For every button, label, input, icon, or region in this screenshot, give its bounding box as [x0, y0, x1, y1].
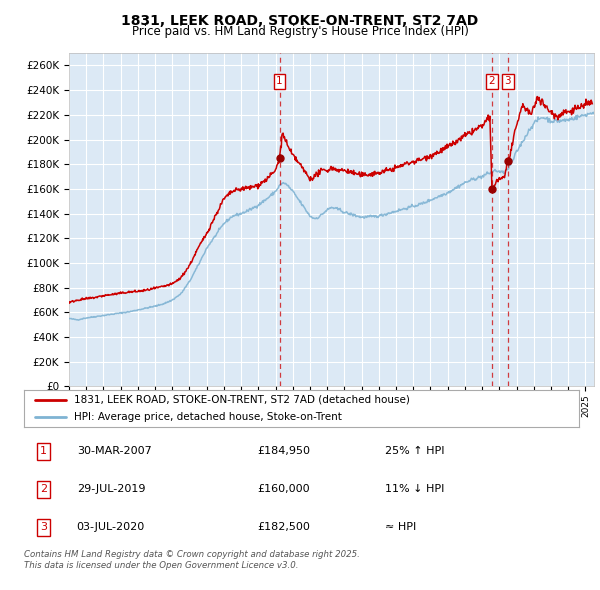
Text: 25% ↑ HPI: 25% ↑ HPI — [385, 447, 444, 457]
Text: 30-MAR-2007: 30-MAR-2007 — [77, 447, 151, 457]
Text: 3: 3 — [40, 522, 47, 532]
Text: 2: 2 — [488, 77, 495, 86]
Text: HPI: Average price, detached house, Stoke-on-Trent: HPI: Average price, detached house, Stok… — [74, 412, 342, 422]
Text: £184,950: £184,950 — [257, 447, 310, 457]
Text: 2: 2 — [40, 484, 47, 494]
Text: ≈ HPI: ≈ HPI — [385, 522, 416, 532]
Text: 11% ↓ HPI: 11% ↓ HPI — [385, 484, 444, 494]
Text: 29-JUL-2019: 29-JUL-2019 — [77, 484, 145, 494]
Text: Price paid vs. HM Land Registry's House Price Index (HPI): Price paid vs. HM Land Registry's House … — [131, 25, 469, 38]
Text: £160,000: £160,000 — [257, 484, 310, 494]
Text: Contains HM Land Registry data © Crown copyright and database right 2025.: Contains HM Land Registry data © Crown c… — [24, 550, 360, 559]
Text: This data is licensed under the Open Government Licence v3.0.: This data is licensed under the Open Gov… — [24, 560, 299, 569]
Text: 1: 1 — [276, 77, 283, 86]
Text: £182,500: £182,500 — [257, 522, 310, 532]
Text: 3: 3 — [505, 77, 511, 86]
Text: 1831, LEEK ROAD, STOKE-ON-TRENT, ST2 7AD (detached house): 1831, LEEK ROAD, STOKE-ON-TRENT, ST2 7AD… — [74, 395, 410, 405]
Text: 1: 1 — [40, 447, 47, 457]
Text: 03-JUL-2020: 03-JUL-2020 — [77, 522, 145, 532]
Text: 1831, LEEK ROAD, STOKE-ON-TRENT, ST2 7AD: 1831, LEEK ROAD, STOKE-ON-TRENT, ST2 7AD — [121, 14, 479, 28]
